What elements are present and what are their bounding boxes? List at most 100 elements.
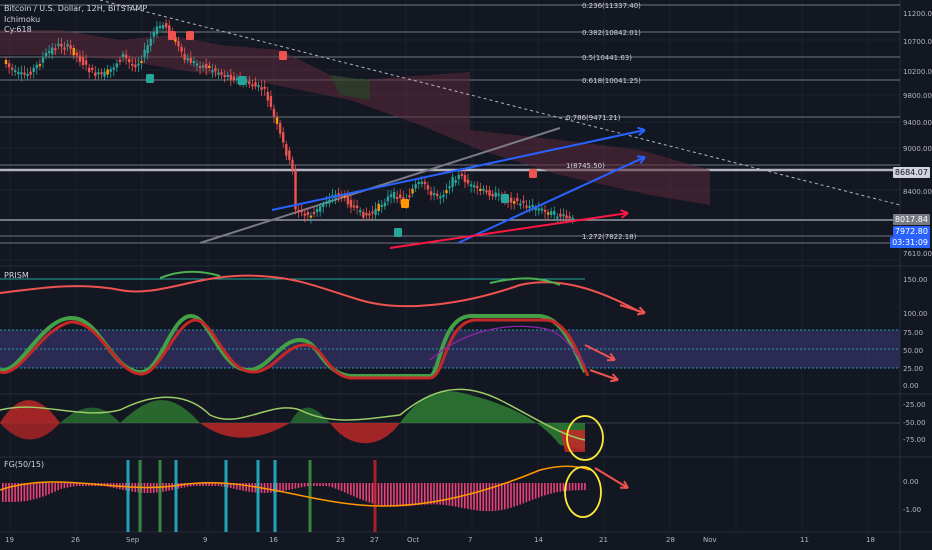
price-tick: 10200.00 bbox=[903, 68, 932, 76]
fg-bar bbox=[208, 483, 210, 486]
fg-bar bbox=[553, 483, 555, 493]
fg-bar bbox=[411, 483, 414, 506]
candle bbox=[41, 57, 45, 63]
fg-bar bbox=[479, 483, 481, 511]
time-tick: Sep bbox=[126, 536, 140, 544]
fg-bar bbox=[377, 483, 380, 505]
candle bbox=[195, 63, 199, 66]
fg-bar bbox=[57, 483, 60, 491]
fg-bar bbox=[482, 483, 485, 512]
candle bbox=[32, 67, 35, 72]
fg-bar bbox=[433, 483, 435, 505]
candle bbox=[278, 123, 282, 134]
candle bbox=[426, 185, 430, 190]
candle bbox=[537, 208, 541, 211]
candle bbox=[232, 76, 236, 81]
candle bbox=[282, 132, 285, 143]
fg-bar bbox=[325, 483, 327, 486]
fg-bar bbox=[199, 483, 201, 486]
prism-arrow bbox=[619, 304, 646, 314]
candle bbox=[482, 188, 485, 191]
fg-bar bbox=[500, 483, 503, 510]
candle bbox=[137, 63, 140, 66]
fg-bar bbox=[574, 483, 577, 491]
highlight-circle bbox=[564, 466, 602, 518]
candle bbox=[291, 159, 294, 170]
candle bbox=[106, 69, 109, 75]
prism-tick: 75.00 bbox=[903, 329, 924, 337]
signal-badge bbox=[501, 194, 509, 203]
candle bbox=[359, 210, 362, 213]
ichimoku-cloud bbox=[0, 30, 710, 205]
candle bbox=[445, 190, 448, 194]
candle bbox=[300, 210, 303, 213]
candle bbox=[479, 188, 482, 191]
fg-bar bbox=[211, 483, 214, 486]
fg-bar bbox=[420, 483, 423, 505]
fg-bar bbox=[356, 483, 358, 498]
candle bbox=[149, 38, 152, 46]
candle bbox=[380, 204, 383, 207]
fg-bar bbox=[343, 483, 346, 493]
candle bbox=[20, 72, 23, 75]
indicator-cy[interactable]: Cy:618 bbox=[4, 25, 32, 34]
osc2-tick: -50.00 bbox=[903, 419, 926, 427]
candle bbox=[245, 80, 248, 83]
candle bbox=[297, 209, 300, 212]
candle bbox=[522, 200, 525, 203]
candle bbox=[392, 192, 396, 199]
candle bbox=[131, 63, 134, 66]
signal-badge bbox=[279, 51, 287, 60]
countdown-tag: 03:31:09 bbox=[890, 237, 930, 248]
price-tick: 9400.00 bbox=[903, 119, 932, 127]
time-tick: 26 bbox=[71, 536, 80, 544]
candle bbox=[513, 201, 516, 204]
indicator-ichimoku[interactable]: Ichimoku bbox=[4, 15, 41, 24]
candle bbox=[494, 192, 497, 197]
fg-bar bbox=[427, 483, 429, 505]
fg-bar bbox=[319, 483, 321, 486]
fg-bar bbox=[522, 483, 525, 504]
fg-bar bbox=[66, 483, 69, 488]
candle bbox=[168, 25, 171, 33]
candle bbox=[318, 206, 322, 212]
candle bbox=[432, 193, 436, 196]
fg-bar bbox=[467, 483, 469, 509]
fg-bar bbox=[581, 483, 583, 491]
fg-bar bbox=[393, 483, 395, 507]
fg-bar bbox=[454, 483, 457, 507]
price-tick: 8400.00 bbox=[903, 188, 932, 196]
candle bbox=[91, 67, 94, 70]
candle bbox=[362, 212, 365, 218]
osc2-line bbox=[0, 388, 586, 441]
fg-title[interactable]: FG(50/15) bbox=[4, 460, 45, 469]
price-tick: 7610.00 bbox=[903, 250, 932, 258]
candle bbox=[266, 92, 269, 101]
candle bbox=[109, 68, 112, 72]
fg-bar bbox=[541, 483, 543, 497]
fg-bar bbox=[217, 483, 220, 486]
fg-bar bbox=[568, 483, 571, 491]
candle bbox=[374, 208, 377, 216]
candle bbox=[155, 26, 159, 35]
fg-bar bbox=[48, 483, 50, 495]
ichimoku-cloud-green bbox=[330, 75, 370, 100]
candle bbox=[14, 70, 17, 73]
fg-bar bbox=[288, 483, 291, 490]
prism-title[interactable]: PRISM bbox=[4, 271, 29, 280]
red-arrow-head bbox=[620, 209, 629, 219]
fg-bar bbox=[331, 483, 334, 488]
candle bbox=[10, 67, 14, 70]
osc2-tick: -75.00 bbox=[903, 436, 926, 444]
candle bbox=[528, 206, 531, 209]
symbol-title[interactable]: Bitcoin / U.S. Dollar, 12H, BITSTAMP bbox=[4, 4, 148, 13]
candle bbox=[556, 216, 559, 219]
candle bbox=[146, 45, 149, 54]
candle bbox=[399, 194, 402, 198]
candle bbox=[454, 180, 457, 183]
fg-bar bbox=[38, 483, 41, 498]
candle bbox=[217, 72, 220, 75]
candle bbox=[97, 72, 100, 75]
fg-bar bbox=[436, 483, 438, 505]
